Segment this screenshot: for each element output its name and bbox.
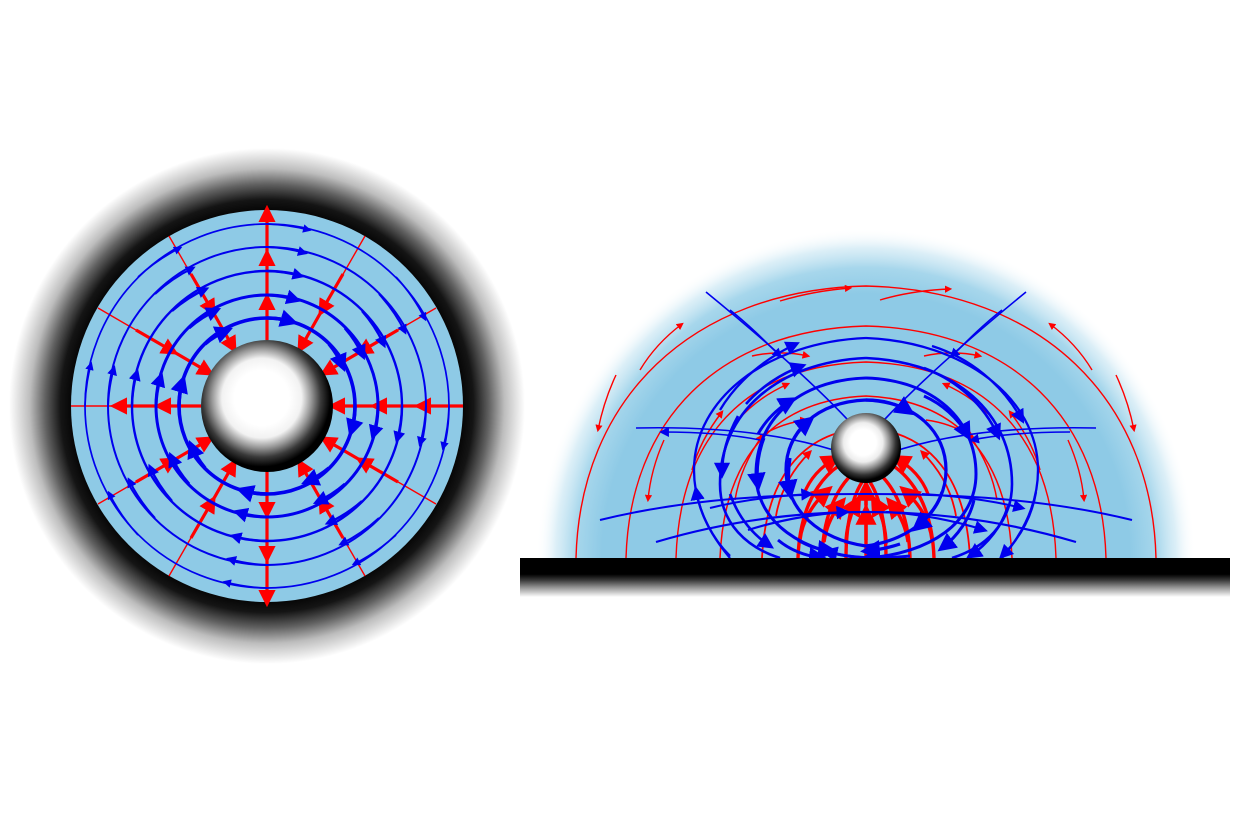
equipotential-ring-arrows <box>84 223 450 589</box>
medium-dome <box>536 228 1196 558</box>
panel-ground-svg <box>520 228 1230 597</box>
panel-sphere-above-ground <box>480 0 1260 840</box>
equipotentials-blue <box>599 291 1133 558</box>
central-sphere <box>201 340 333 472</box>
panel-free-sphere <box>0 0 560 840</box>
panel-free-sphere-svg <box>9 148 525 664</box>
sphere <box>831 413 901 483</box>
ground-plane <box>520 558 1230 597</box>
